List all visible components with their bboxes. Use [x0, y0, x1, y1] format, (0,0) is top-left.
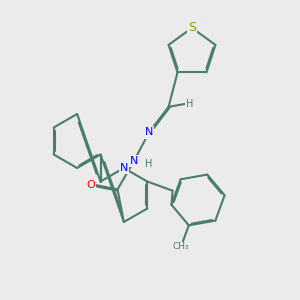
Text: S: S: [188, 21, 196, 34]
Text: N: N: [120, 163, 128, 173]
Text: H: H: [146, 159, 153, 169]
Text: H: H: [186, 99, 193, 109]
Text: N: N: [145, 128, 153, 137]
Text: N: N: [130, 156, 138, 166]
Text: CH₃: CH₃: [173, 242, 189, 251]
Text: O: O: [86, 180, 95, 190]
